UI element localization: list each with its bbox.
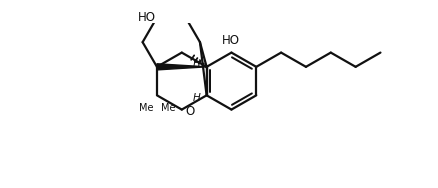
Text: HO: HO xyxy=(138,11,155,24)
Text: H: H xyxy=(193,59,201,69)
Text: H: H xyxy=(193,93,201,103)
Text: Me: Me xyxy=(161,103,175,113)
Text: O: O xyxy=(185,105,194,118)
Polygon shape xyxy=(157,64,207,70)
Text: Me: Me xyxy=(139,103,153,113)
Text: HO: HO xyxy=(222,34,240,47)
